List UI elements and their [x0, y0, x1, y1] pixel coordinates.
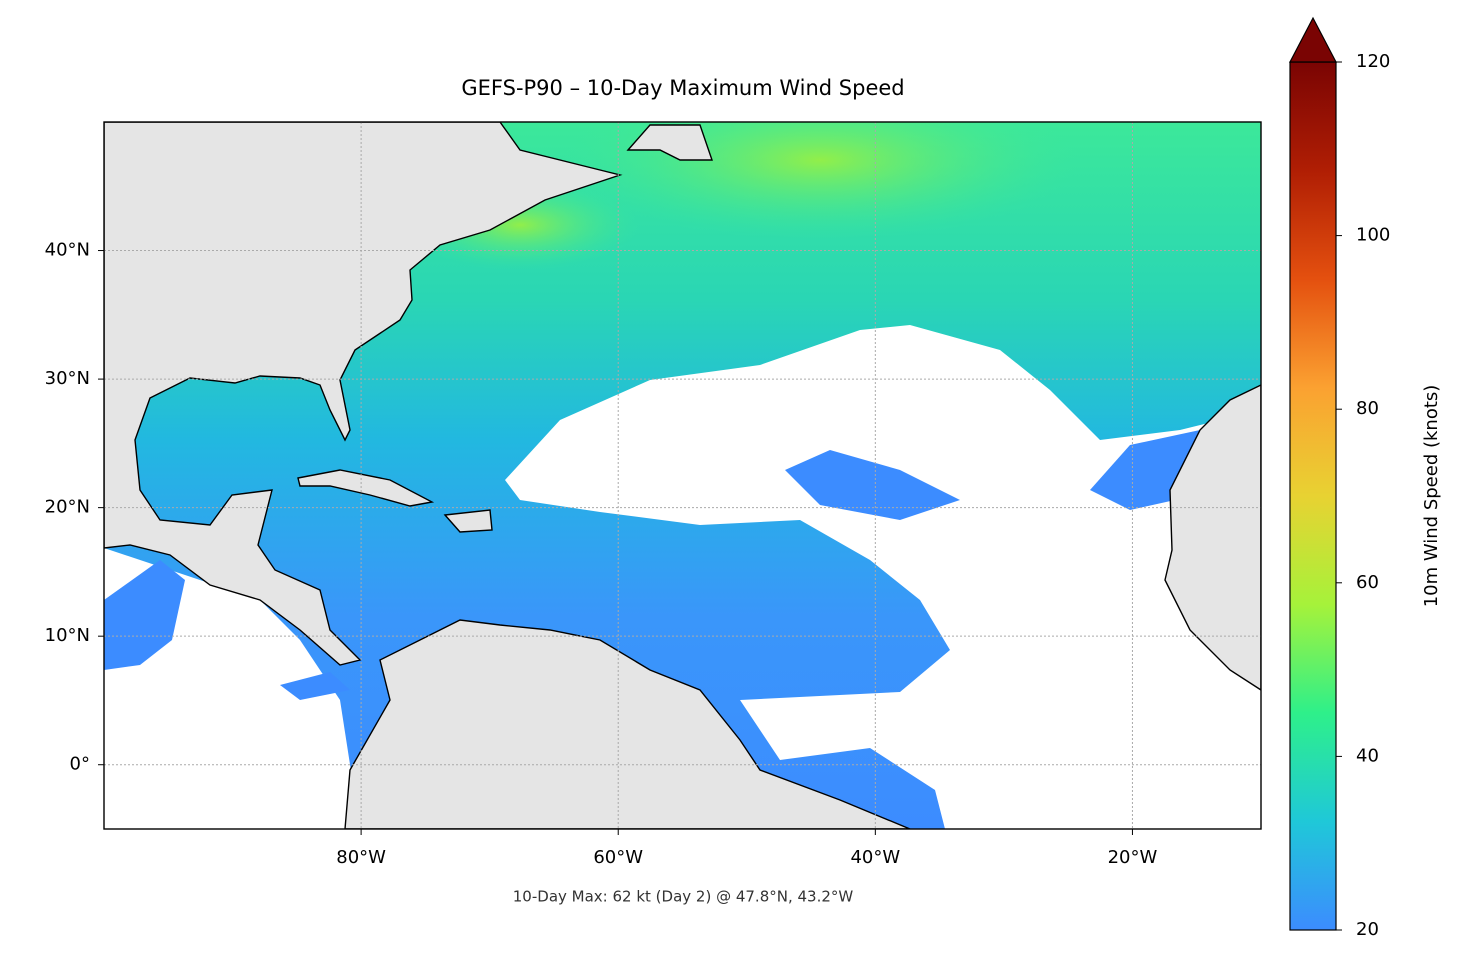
africa: [1164, 384, 1261, 691]
colorbar-label: 10m Wind Speed (knots): [1421, 385, 1442, 608]
colorbar-tick-label: 60: [1356, 572, 1379, 593]
map-frame: [103, 121, 1262, 830]
graticule: [104, 122, 1261, 829]
wind-area: [104, 560, 185, 670]
x-tick-label: 60°W: [593, 847, 643, 868]
x-tick-label: 80°W: [336, 847, 386, 868]
newfoundland: [626, 124, 713, 161]
wind-area: [785, 450, 960, 520]
y-tick-label: 30°N: [45, 368, 90, 389]
south-america: [344, 619, 911, 829]
y-tick-label: 20°N: [45, 497, 90, 518]
north-america: [104, 122, 623, 666]
y-tick-label: 0°: [70, 754, 90, 775]
colorbar: [1289, 61, 1337, 931]
colorbar-tick-label: 40: [1356, 745, 1379, 766]
colorbar-extension: [1289, 16, 1337, 63]
colorbar-tick-label: 100: [1356, 225, 1390, 246]
hispaniola: [443, 509, 493, 533]
chart-title: GEFS-P90 – 10-Day Maximum Wind Speed: [461, 76, 904, 100]
x-tick-label: 40°W: [850, 847, 900, 868]
colorbar-tick-label: 80: [1356, 398, 1379, 419]
wind-maximum: [560, 122, 1080, 240]
colorbar-tick-label: 20: [1356, 919, 1379, 940]
annotation: 10-Day Max: 62 kt (Day 2) @ 47.8°N, 43.2…: [513, 888, 854, 906]
x-tick-label: 20°W: [1108, 847, 1158, 868]
y-tick-label: 10°N: [45, 625, 90, 646]
colorbar-tick-label: 120: [1356, 51, 1390, 72]
calm-area: [505, 325, 1261, 829]
wind-area: [280, 672, 350, 700]
cuba: [297, 469, 435, 507]
map-area: [104, 122, 1261, 829]
y-tick-label: 40°N: [45, 240, 90, 261]
